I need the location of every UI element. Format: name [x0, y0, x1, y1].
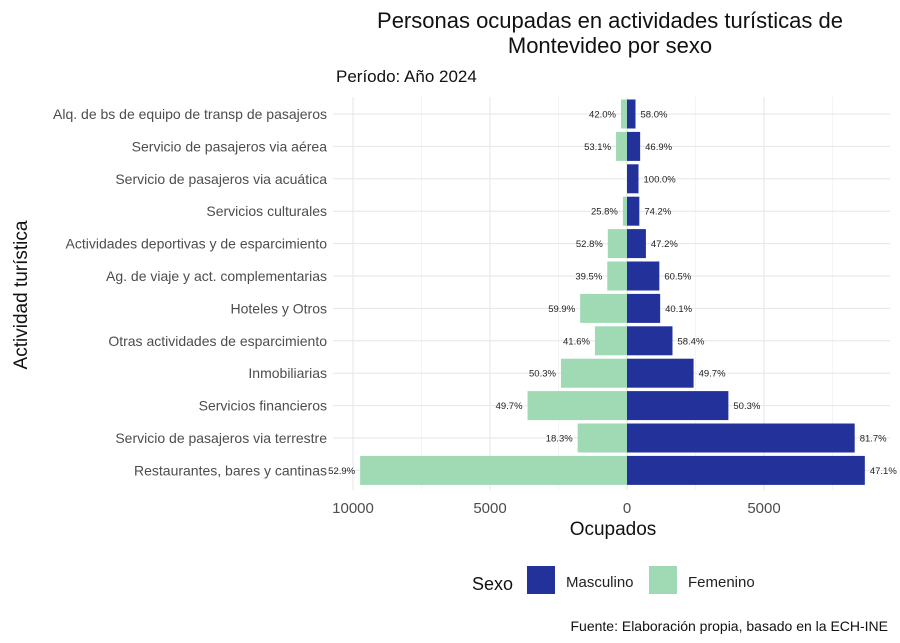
bar-masculino: [627, 261, 660, 291]
data-label-masculino: 81.7%: [860, 434, 887, 445]
bar-masculino: [627, 99, 636, 129]
category-labels: Alq. de bs de equipo de transp de pasaje…: [53, 106, 327, 478]
x-tick-label: 5000: [747, 500, 780, 517]
data-label-femenino: 50.3%: [529, 369, 556, 380]
data-label-masculino: 47.1%: [870, 466, 897, 477]
data-label-femenino: 53.1%: [584, 142, 611, 153]
legend-swatch-masculino: [527, 566, 555, 594]
data-labels: 42.0% 58.0% 53.1% 46.9% 100.0% 25.8% 74.2% 52.8…: [328, 110, 897, 477]
category-label: Hoteles y Otros: [231, 300, 327, 316]
bar-masculino: [627, 196, 640, 226]
data-label-masculino: 60.5%: [664, 272, 691, 283]
legend: Sexo Masculino Femenino: [472, 566, 755, 594]
bar-femenino: [577, 423, 627, 453]
bars: [360, 99, 865, 485]
category-label: Ag. de viaje y act. complementarias: [106, 268, 327, 284]
data-label-femenino: 52.8%: [576, 239, 603, 250]
data-label-masculino: 40.1%: [665, 304, 692, 315]
data-label-masculino: 58.4%: [677, 336, 704, 347]
bar-masculino: [627, 358, 694, 388]
category-label: Servicio de pasajeros via acuática: [115, 171, 327, 187]
chart-caption: Fuente: Elaboración propia, basado en la…: [570, 618, 888, 634]
category-label: Servicios financieros: [199, 398, 327, 414]
bar-femenino: [607, 229, 627, 259]
data-label-femenino: 42.0%: [589, 110, 616, 121]
bar-femenino: [620, 99, 627, 129]
bar-masculino: [627, 293, 661, 323]
x-tick-label: 10000: [332, 500, 374, 517]
data-label-femenino: 52.9%: [328, 466, 355, 477]
category-label: Actividades deportivas y de esparcimient…: [66, 236, 328, 252]
bar-femenino: [580, 293, 627, 323]
chart-subtitle: Período: Año 2024: [336, 67, 477, 86]
bar-masculino: [627, 164, 639, 194]
x-tick-label: 0: [623, 500, 631, 517]
category-label: Restaurantes, bares y cantinas: [134, 462, 327, 478]
y-axis-title: Actividad turística: [11, 220, 32, 369]
x-axis-title: Ocupados: [570, 519, 657, 540]
category-label: Alq. de bs de equipo de transp de pasaje…: [53, 106, 327, 122]
data-label-masculino: 47.2%: [651, 239, 678, 250]
bar-femenino: [527, 391, 627, 421]
data-label-masculino: 49.7%: [699, 369, 726, 380]
data-label-femenino: 39.5%: [575, 272, 602, 283]
chart-title-line-1: Personas ocupadas en actividades turísti…: [377, 8, 843, 33]
bar-masculino: [627, 455, 865, 485]
bar-masculino: [627, 423, 855, 453]
category-label: Servicio de pasajeros via aérea: [132, 138, 328, 154]
bar-masculino: [627, 131, 641, 161]
bar-femenino: [360, 455, 627, 485]
bar-femenino: [622, 196, 627, 226]
data-label-femenino: 59.9%: [548, 304, 575, 315]
category-label: Otras actividades de esparcimiento: [108, 333, 327, 349]
bar-masculino: [627, 326, 673, 356]
chart-title-line-2: Montevideo por sexo: [508, 33, 712, 58]
data-label-femenino: 18.3%: [546, 434, 573, 445]
x-tick-label: 5000: [473, 500, 506, 517]
data-label-masculino: 74.2%: [644, 207, 671, 218]
bar-masculino: [627, 391, 729, 421]
category-label: Servicios culturales: [206, 203, 327, 219]
data-label-femenino: 49.7%: [496, 401, 523, 412]
data-label-femenino: 41.6%: [563, 336, 590, 347]
legend-swatch-femenino: [649, 566, 677, 594]
legend-title: Sexo: [472, 574, 513, 594]
bar-femenino: [607, 261, 627, 291]
data-label-masculino: 58.0%: [640, 110, 667, 121]
data-label-masculino: 46.9%: [645, 142, 672, 153]
category-label: Servicio de pasajeros via terrestre: [115, 430, 327, 446]
category-label: Inmobiliarias: [248, 365, 327, 381]
bar-femenino: [594, 326, 627, 356]
bar-masculino: [627, 229, 646, 259]
data-label-femenino: 25.8%: [591, 207, 618, 218]
data-label-masculino: 50.3%: [733, 401, 760, 412]
legend-label-masculino: Masculino: [566, 574, 634, 591]
legend-label-femenino: Femenino: [688, 574, 755, 591]
bar-femenino: [560, 358, 627, 388]
bar-femenino: [616, 131, 627, 161]
x-tick-labels: 10000 5000 0 5000: [332, 500, 781, 517]
data-label-masculino: 100.0%: [644, 174, 677, 185]
